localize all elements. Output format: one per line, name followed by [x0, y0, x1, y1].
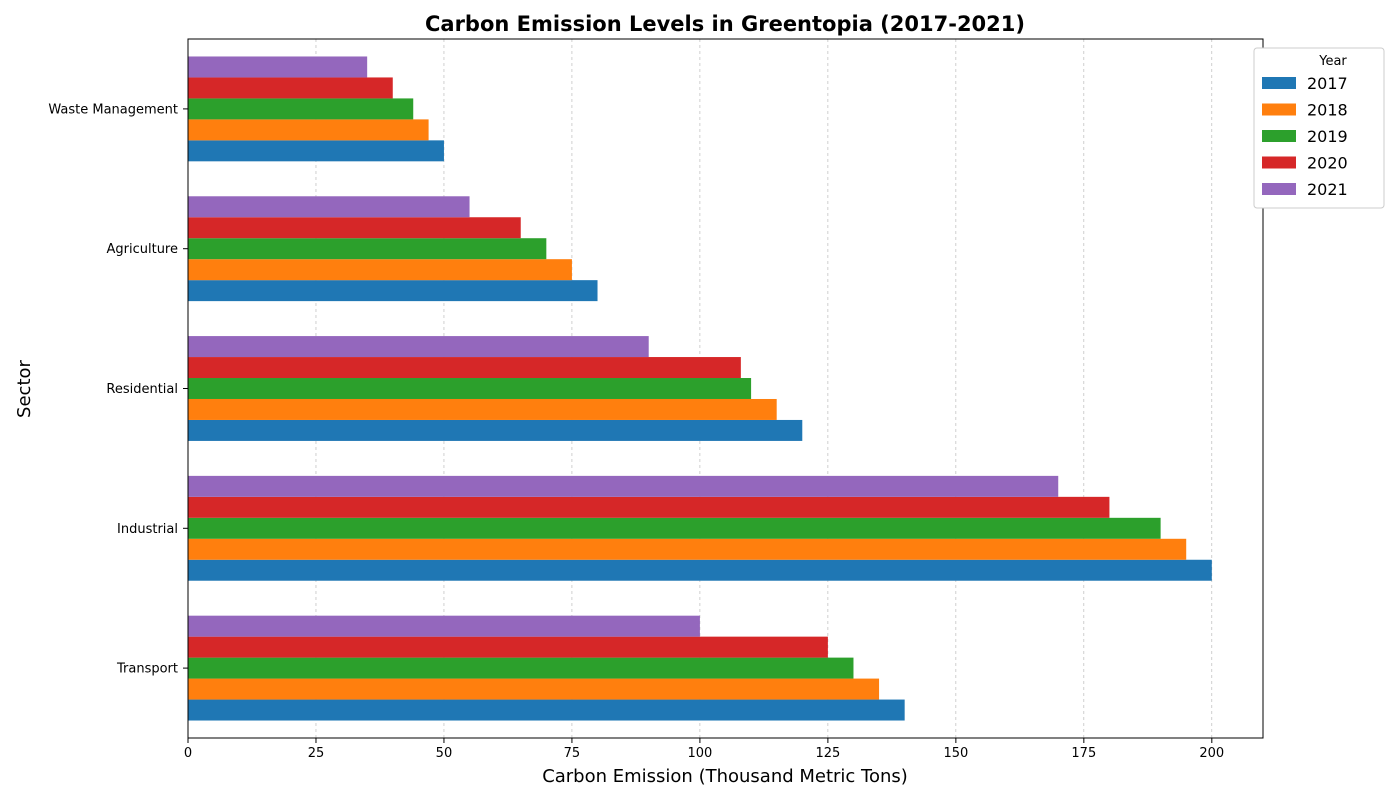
bars: [188, 56, 1212, 721]
bar-2020-residential: [188, 357, 741, 379]
legend-swatch-2021: [1262, 183, 1296, 195]
x-tick-label-5: 125: [815, 746, 840, 761]
bar-2021-residential: [188, 336, 649, 358]
bar-2020-industrial: [188, 496, 1110, 518]
y-axis-ticks: Transport Industrial Residential Agricultur…: [48, 102, 188, 677]
bar-2019-waste-management: [188, 98, 414, 120]
bar-2018-agriculture: [188, 259, 572, 281]
bar-2017-agriculture: [188, 280, 598, 302]
legend-label-2020: 2020: [1307, 154, 1348, 173]
chart-title: Carbon Emission Levels in Greentopia (20…: [425, 12, 1025, 36]
y-tick-label-4: Waste Management: [48, 102, 178, 117]
bar-2021-waste-management: [188, 56, 368, 78]
bar-2017-waste-management: [188, 140, 444, 162]
legend-swatch-2019: [1262, 130, 1296, 142]
bar-2020-agriculture: [188, 217, 521, 239]
legend-label-2018: 2018: [1307, 101, 1348, 120]
bar-2019-agriculture: [188, 238, 547, 260]
x-axis-ticks: 0 25 50 75 100 125 150 175 200: [184, 738, 1224, 761]
bar-2017-industrial: [188, 559, 1212, 581]
x-tick-label-4: 100: [687, 746, 712, 761]
legend-label-2017: 2017: [1307, 74, 1348, 93]
y-axis-label: Sector: [14, 359, 35, 417]
bar-2021-agriculture: [188, 196, 470, 218]
bar-2018-transport: [188, 678, 880, 700]
x-tick-label-8: 200: [1199, 746, 1224, 761]
x-axis-label: Carbon Emission (Thousand Metric Tons): [542, 766, 908, 787]
bar-2019-industrial: [188, 517, 1161, 539]
x-tick-label-3: 75: [564, 746, 581, 761]
legend-label-2019: 2019: [1307, 127, 1348, 146]
bar-2018-residential: [188, 398, 777, 420]
bar-2018-waste-management: [188, 119, 429, 141]
legend-swatch-2017: [1262, 77, 1296, 89]
bar-2020-waste-management: [188, 77, 393, 99]
y-tick-label-0: Transport: [116, 662, 178, 677]
legend-items: 2017 2018 2019 2020 2021: [1262, 74, 1348, 199]
x-tick-label-6: 150: [943, 746, 968, 761]
bar-2017-residential: [188, 419, 803, 441]
legend: Year 2017 2018 2019 2020 2021: [1253, 47, 1385, 209]
y-tick-label-1: Industrial: [117, 522, 178, 537]
x-tick-label-2: 50: [436, 746, 453, 761]
legend-swatch-2018: [1262, 103, 1296, 116]
x-tick-label-0: 0: [184, 746, 192, 761]
bar-2018-industrial: [188, 538, 1187, 560]
bar-2017-transport: [188, 699, 905, 721]
y-tick-label-3: Agriculture: [107, 242, 179, 257]
x-tick-label-7: 175: [1071, 746, 1096, 761]
bar-2021-industrial: [188, 475, 1059, 497]
y-tick-label-2: Residential: [106, 382, 178, 397]
legend-label-2021: 2021: [1307, 180, 1348, 199]
bar-2020-transport: [188, 636, 828, 658]
legend-swatch-2020: [1262, 156, 1296, 169]
x-tick-label-1: 25: [308, 746, 325, 761]
bar-2019-residential: [188, 378, 752, 399]
bar-2021-transport: [188, 615, 700, 637]
bar-2019-transport: [188, 657, 854, 679]
legend-title: Year: [1318, 54, 1347, 69]
